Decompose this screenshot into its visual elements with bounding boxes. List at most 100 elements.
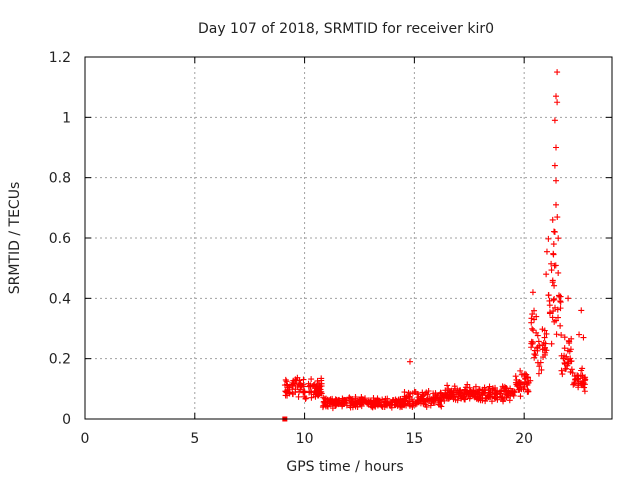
data-point	[504, 387, 511, 394]
data-point	[283, 389, 290, 396]
data-point	[312, 393, 319, 400]
data-point	[385, 399, 392, 406]
data-point	[554, 69, 561, 76]
data-point	[438, 403, 445, 410]
data-point	[373, 397, 380, 404]
data-point	[428, 396, 435, 403]
data-point	[567, 355, 574, 362]
x-axis-label: GPS time / hours	[286, 459, 403, 475]
data-point	[579, 373, 586, 380]
data-point	[392, 402, 399, 409]
data-point	[300, 376, 307, 383]
data-point	[550, 241, 557, 248]
data-point	[445, 394, 452, 401]
data-point	[358, 394, 365, 401]
data-point	[517, 367, 524, 374]
data-point	[564, 360, 571, 367]
data-point	[529, 325, 536, 332]
data-point	[391, 399, 398, 406]
data-point	[533, 313, 540, 320]
data-point	[571, 380, 578, 387]
data-point	[284, 382, 291, 389]
data-point	[369, 403, 376, 410]
data-point	[531, 354, 538, 361]
tick-labels: 0 5 10 15 20 0 0.2 0.4 0.6 0.8 1 1.2	[49, 50, 533, 447]
data-point	[414, 390, 421, 397]
data-point	[528, 315, 535, 322]
data-point	[561, 345, 568, 352]
data-point	[485, 386, 492, 393]
data-point	[382, 401, 389, 408]
data-point	[422, 401, 429, 408]
y-tick-label: 0.2	[49, 352, 71, 368]
data-point	[524, 381, 531, 388]
data-point	[492, 384, 499, 391]
data-point	[551, 282, 558, 289]
data-point	[557, 322, 564, 329]
data-point	[326, 397, 333, 404]
data-point	[578, 380, 585, 387]
data-point	[545, 292, 552, 299]
data-point	[320, 398, 327, 405]
x-tick-label: 20	[515, 431, 533, 447]
data-point	[406, 358, 413, 365]
y-tick-label: 0	[62, 412, 71, 428]
data-point	[308, 389, 315, 396]
data-point	[482, 398, 489, 405]
data-point	[486, 383, 493, 390]
data-point	[581, 377, 588, 384]
y-tick-label: 0.4	[49, 291, 71, 307]
data-point	[520, 385, 527, 392]
data-point	[533, 329, 540, 336]
data-point	[562, 366, 569, 373]
data-point	[535, 338, 542, 345]
data-point	[332, 396, 339, 403]
x-tick-label: 5	[190, 431, 199, 447]
data-point	[561, 352, 568, 359]
data-point	[464, 381, 471, 388]
data-point	[455, 387, 462, 394]
data-point	[568, 366, 575, 373]
data-point	[492, 394, 499, 401]
data-point	[536, 363, 543, 370]
data-point	[553, 177, 560, 184]
data-point	[454, 397, 461, 404]
data-point	[548, 260, 555, 267]
data-point	[340, 396, 347, 403]
data-point	[543, 271, 550, 278]
data-point	[316, 380, 323, 387]
data-point	[282, 388, 289, 395]
data-point	[549, 314, 556, 321]
data-point	[543, 248, 550, 255]
data-point	[561, 334, 568, 341]
x-tick-label: 0	[81, 431, 90, 447]
data-point	[557, 298, 564, 305]
data-point	[425, 396, 432, 403]
data-point	[569, 369, 576, 376]
data-point	[553, 331, 560, 338]
data-point	[373, 401, 380, 408]
data-point	[553, 201, 560, 208]
data-point	[555, 235, 562, 242]
data-point	[360, 399, 367, 406]
data-point	[295, 393, 302, 400]
data-point	[531, 307, 538, 314]
data-point	[459, 392, 466, 399]
y-tick-label: 0.6	[49, 231, 71, 247]
data-point	[552, 317, 559, 324]
data-point	[336, 399, 343, 406]
y-tick-label: 1.2	[49, 50, 71, 66]
data-point	[548, 267, 555, 274]
data-point	[467, 393, 474, 400]
data-point	[524, 388, 531, 395]
data-point	[581, 384, 588, 391]
data-point	[538, 366, 545, 373]
data-point	[551, 296, 558, 303]
data-point	[542, 340, 549, 347]
data-point	[357, 401, 364, 408]
data-point	[572, 376, 579, 383]
data-point	[551, 262, 558, 269]
data-point	[466, 384, 473, 391]
x-tick-label: 15	[405, 431, 423, 447]
data-point	[546, 302, 553, 309]
